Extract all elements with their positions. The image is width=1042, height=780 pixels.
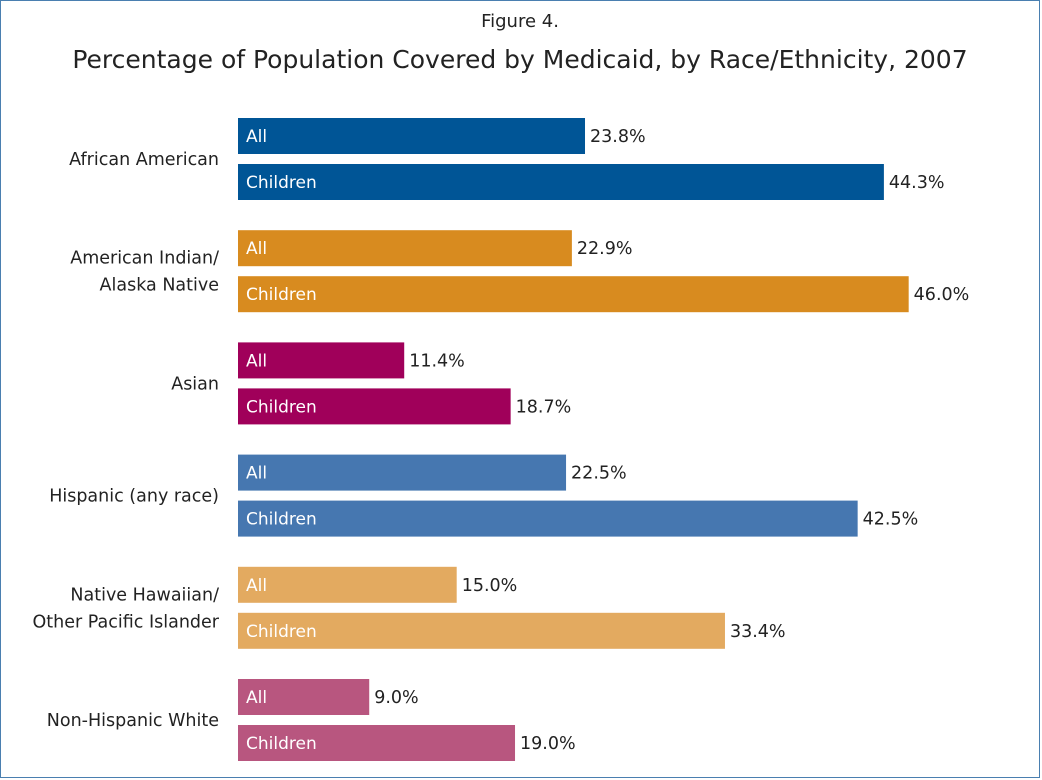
bar-series-label: All [246,239,267,259]
data-label: 46.0% [914,285,970,305]
data-label: 42.5% [863,510,919,530]
category-label: Native Hawaiian/ [70,585,219,605]
bar-series-label: Children [246,510,317,530]
bar-series-label: All [246,351,267,371]
category-label: Asian [171,374,219,394]
category-label: American Indian/ [70,249,219,269]
bar-series-label: All [246,576,267,596]
category-label: Hispanic (any race) [49,487,219,507]
bar [238,164,884,200]
bar [238,276,909,313]
category-group: Native Hawaiian/Other Pacific Islander Al… [33,566,786,649]
bar-series-label: Children [246,397,317,417]
category-group: Asian All 11.4% Children 18.7% [171,342,572,425]
bar [238,612,725,649]
bar [238,500,858,537]
data-label: 23.8% [590,127,646,147]
bar-series-label: All [246,688,267,708]
data-label: 22.9% [577,239,633,259]
data-label: 22.5% [571,464,627,484]
bar [238,725,516,761]
category-label: African American [69,150,219,170]
bar [238,388,511,425]
bar [238,679,370,715]
category-group: Non-Hispanic White All 9.0% Children 19.0% [47,679,576,761]
data-label: 19.0% [520,734,576,754]
bar-series-label: Children [246,173,317,193]
data-label: 9.0% [374,688,418,708]
chart-title: Percentage of Population Covered by Medi… [72,45,968,74]
bar [238,342,405,379]
bar [238,566,457,603]
bar-series-label: Children [246,622,317,642]
bar-series-label: All [246,127,267,147]
data-label: 18.7% [516,397,572,417]
category-group: American Indian/Alaska Native All 22.9% Chi… [70,230,970,313]
bar-series-label: Children [246,285,317,305]
category-group: Hispanic (any race) All 22.5% Children 42.5% [49,454,919,537]
data-label: 33.4% [730,622,786,642]
bar [238,118,586,154]
category-label: Other Pacific Islander [33,612,220,632]
bar [238,454,567,491]
data-label: 44.3% [889,173,945,193]
category-group: African American All 23.8% Children 44.3% [69,118,944,200]
bar-series-label: Children [246,734,317,754]
category-label: Non-Hispanic White [47,711,219,731]
category-label: Alaska Native [100,276,219,296]
data-label: 15.0% [462,576,518,596]
figure-label: Figure 4. [481,11,559,32]
data-label: 11.4% [409,351,465,371]
bar-series-label: All [246,464,267,484]
bar [238,230,572,267]
